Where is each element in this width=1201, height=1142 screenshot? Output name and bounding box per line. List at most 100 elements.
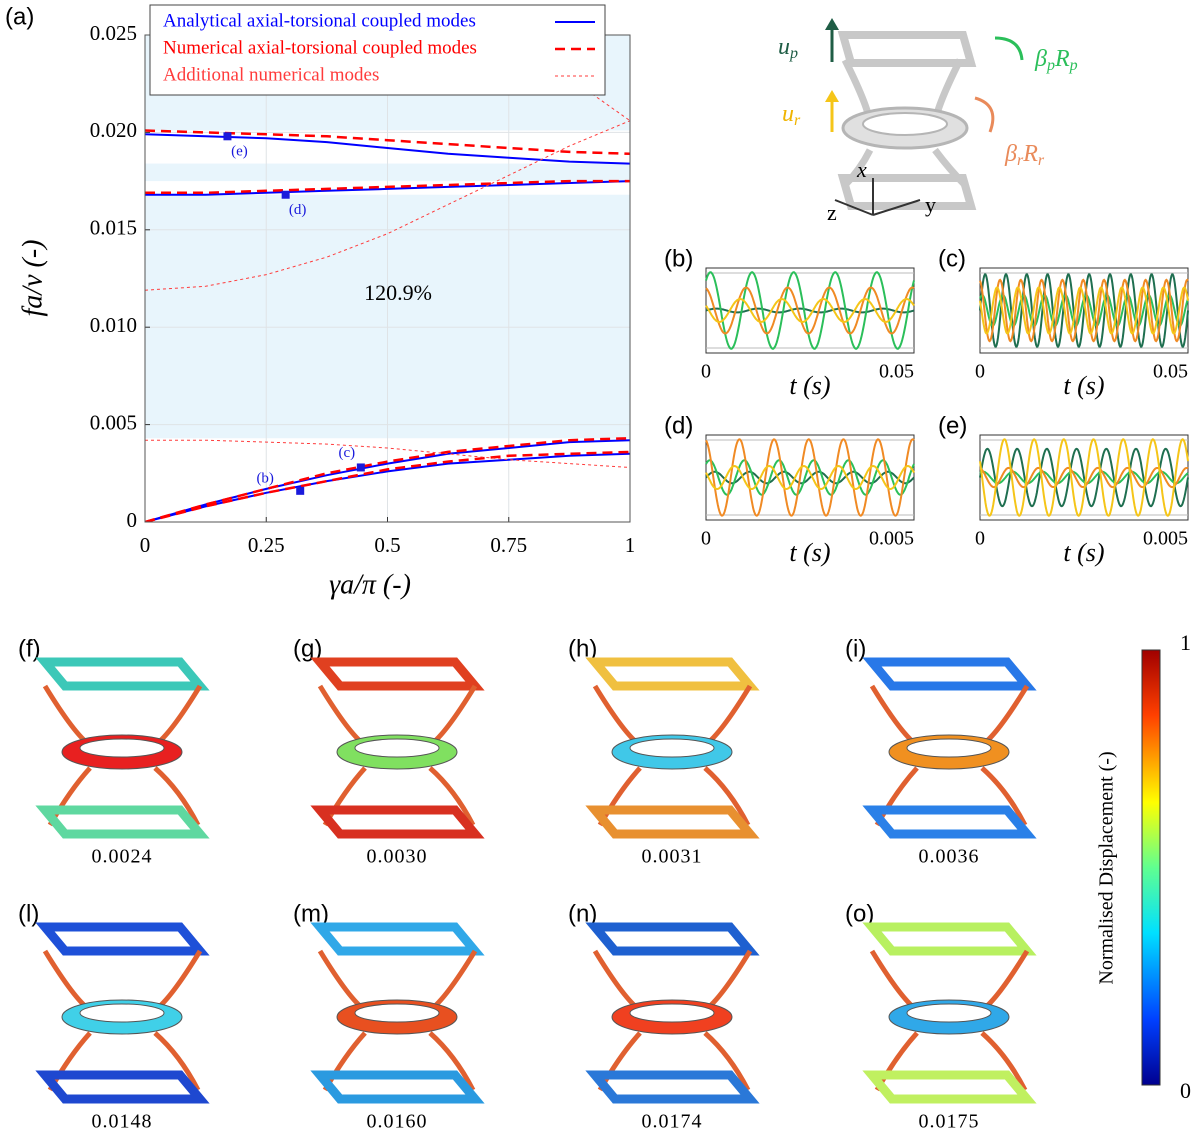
colorbar-min: 0 [1180, 1078, 1191, 1103]
arrow-bp [995, 38, 1022, 60]
subscript: p [1069, 57, 1078, 74]
mode-frame-bottom [45, 1075, 200, 1099]
point-label: (c) [338, 445, 355, 461]
axis-label: y [925, 192, 936, 217]
legend-label: Numerical axial-torsional coupled modes [163, 37, 477, 58]
mode-frame-bottom [45, 810, 200, 834]
symbol: u [782, 101, 794, 127]
x-tick-label: 0 [975, 528, 985, 550]
mode-value: 0.0174 [642, 1111, 703, 1133]
y-tick-label: 0.015 [90, 216, 137, 240]
x-axis-label: t (s) [789, 538, 830, 567]
mode-point [357, 463, 365, 471]
mode-frame-top [595, 927, 750, 951]
subscript: r [794, 112, 801, 129]
diagram-label: up [778, 34, 798, 62]
mode-point [282, 191, 290, 199]
x-tick-label: 0.005 [869, 528, 914, 550]
x-tick-label: 0.5 [374, 533, 400, 557]
mode-value: 0.0031 [642, 846, 703, 868]
colorbar-max: 1 [1180, 630, 1191, 655]
mode-value: 0.0024 [92, 846, 153, 868]
ring-hole [863, 113, 947, 135]
mode-value: 0.0175 [919, 1111, 980, 1133]
mode-ring-hole [907, 739, 991, 757]
mode-frame-top [45, 927, 200, 951]
subscript: p [1046, 57, 1055, 74]
frame-bottom [843, 178, 971, 206]
subscript: p [789, 45, 798, 62]
x-tick-label: 0 [975, 361, 985, 383]
mode-ring-hole [355, 1004, 439, 1022]
mode-frame-bottom [872, 810, 1027, 834]
mode-frame-bottom [595, 1075, 750, 1099]
point-label: (e) [231, 144, 248, 160]
mode-ring-hole [355, 739, 439, 757]
y-tick-label: 0.010 [90, 313, 137, 337]
symbol: β [1034, 46, 1047, 72]
x-tick-label: 0.75 [490, 533, 527, 557]
arrow-head [825, 90, 839, 102]
mode-point [296, 487, 304, 495]
mode-value: 0.0030 [367, 846, 428, 868]
mode-ring-hole [630, 739, 714, 757]
axis-label: x [856, 157, 867, 182]
frame-top [843, 35, 971, 63]
mode-ring-hole [907, 1004, 991, 1022]
mode-ring-hole [80, 1004, 164, 1022]
panel-label: (e) [938, 412, 967, 439]
mode-frame-bottom [872, 1075, 1027, 1099]
mode-point [223, 132, 231, 140]
y-tick-label: 0.020 [90, 118, 137, 142]
mode-frame-top [872, 927, 1027, 951]
mode-frame-top [595, 662, 750, 686]
mode-frame-bottom [595, 810, 750, 834]
symbol: R [1054, 46, 1070, 72]
y-tick-label: 0.025 [90, 21, 137, 45]
mode-ring-hole [80, 739, 164, 757]
x-tick-label: 0 [701, 361, 711, 383]
mode-value: 0.0148 [92, 1111, 153, 1133]
mode-value: 0.0160 [367, 1111, 428, 1133]
x-tick-label: 0.005 [1143, 528, 1188, 550]
x-tick-label: 0 [140, 533, 151, 557]
mode-frame-top [45, 662, 200, 686]
x-tick-label: 0 [701, 528, 711, 550]
x-axis-label: t (s) [1063, 371, 1104, 400]
symbol: β [1004, 141, 1017, 167]
y-tick-label: 0.005 [90, 410, 137, 434]
panel-label: (d) [664, 412, 693, 439]
x-axis-label: t (s) [1063, 538, 1104, 567]
mode-frame-bottom [320, 1075, 475, 1099]
symbol: u [778, 34, 790, 60]
colorbar [1142, 650, 1160, 1085]
mode-ring-hole [630, 1004, 714, 1022]
arrow-br [975, 98, 993, 132]
subscript: r [1038, 152, 1045, 169]
y-axis-label: fa/ν (-) [17, 240, 48, 317]
x-tick-label: 1 [625, 533, 636, 557]
mode-frame-top [320, 927, 475, 951]
diagram-label: βpRp [1034, 46, 1078, 74]
y-tick-label: 0 [127, 508, 138, 532]
mode-frame-top [872, 662, 1027, 686]
mode-frame-bottom [320, 810, 475, 834]
legend-label: Analytical axial-torsional coupled modes [163, 10, 476, 31]
diagram-label: βrRr [1004, 141, 1045, 169]
point-label: (b) [256, 470, 274, 486]
panel-label: (c) [938, 245, 966, 272]
axis-label: z [827, 200, 837, 225]
x-axis-label: γa/π (-) [329, 569, 411, 600]
mode-value: 0.0036 [919, 846, 980, 868]
mode-frame-top [320, 662, 475, 686]
legend-label: Additional numerical modes [163, 64, 379, 85]
x-axis-label: t (s) [789, 371, 830, 400]
x-tick-label: 0.25 [248, 533, 285, 557]
panel-label: (b) [664, 245, 693, 272]
x-tick-label: 0.05 [879, 361, 914, 383]
colorbar-title: Normalised Displacement (-) [1096, 751, 1118, 984]
symbol: R [1022, 141, 1038, 167]
diagram-label: ur [782, 101, 801, 129]
point-label: (d) [289, 202, 307, 218]
panel-label: (a) [5, 3, 34, 30]
